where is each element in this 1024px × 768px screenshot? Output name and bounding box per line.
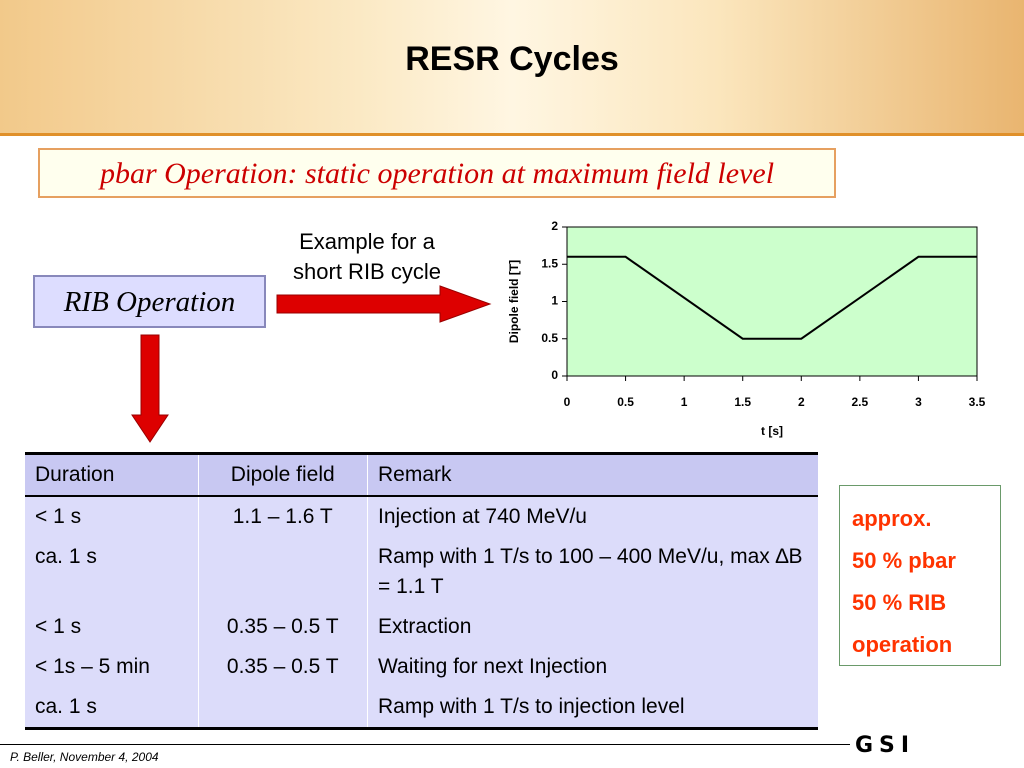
y-axis-label: Dipole field [T] — [507, 260, 521, 343]
x-tick-label: 1.5 — [734, 395, 751, 409]
table-row: ca. 1 s Ramp with 1 T/s to injection leve… — [25, 687, 818, 729]
y-tick-label: 2 — [551, 219, 558, 233]
x-tick-label: 2.5 — [852, 395, 869, 409]
table-row: < 1 s 0.35 – 0.5 T Extraction — [25, 607, 818, 647]
share-box: approx. 50 % pbar 50 % RIB operation — [839, 485, 1001, 666]
column-header: Remark — [367, 453, 818, 497]
table-row: ca. 1 s Ramp with 1 T/s to 100 – 400 MeV/… — [25, 537, 818, 607]
y-tick-label: 1 — [551, 294, 558, 308]
table-cell: < 1 s — [35, 505, 82, 528]
x-tick-label: 2 — [798, 395, 805, 409]
table-cell: 0.35 – 0.5 T — [197, 647, 368, 687]
example-note: Example for a — [299, 229, 435, 254]
cycle-line — [567, 255, 977, 340]
x-tick-label: 0.5 — [617, 395, 634, 409]
table-row: < 1 s 1.1 – 1.6 T Injection at 740 MeV/u — [25, 496, 818, 537]
table-cell: Injection at 740 MeV/u — [367, 496, 818, 537]
y-tick-label: 0.5 — [541, 331, 558, 345]
cycle-table: Duration Dipole field Remark < 1 s 1.1 – 1.6… — [25, 452, 818, 730]
x-tick-label: 3.5 — [969, 395, 986, 409]
table-cell: Ramp with 1 T/s to injection level — [367, 687, 818, 729]
table-cell: 0.35 – 0.5 T — [197, 607, 368, 647]
table-cell: Ramp with 1 T/s to 100 – 400 MeV/u, max … — [367, 537, 818, 607]
column-header: Duration — [25, 453, 199, 497]
pbar-banner: pbar Operation: static operation at maxi… — [38, 148, 836, 198]
share-line: operation — [852, 632, 953, 657]
table-cell: < 1 s — [35, 615, 82, 638]
x-tick-label: 1 — [681, 395, 688, 409]
table-cell — [197, 537, 368, 607]
slide-title: RESR Cycles — [405, 40, 619, 78]
share-line: 50 % pbar — [852, 548, 956, 573]
table-cell: < 1s – 5 min — [35, 655, 150, 678]
rib-box: RIB Operation — [33, 275, 266, 328]
column-header: Dipole field — [197, 453, 368, 497]
y-tick-label: 0 — [551, 368, 558, 382]
footer-line — [0, 744, 850, 745]
plot-area — [566, 226, 978, 377]
y-tick-label: 1.5 — [541, 256, 558, 270]
table-cell: Extraction — [367, 607, 818, 647]
table-cell: Waiting for next Injection — [367, 647, 818, 687]
table-cell: ca. 1 s — [35, 545, 97, 568]
arrow-down — [131, 334, 169, 443]
table-cell: ca. 1 s — [35, 695, 97, 718]
header-banner — [0, 0, 1024, 136]
logo: GSI — [855, 733, 916, 758]
table-row: < 1s – 5 min 0.35 – 0.5 T Waiting for next… — [25, 647, 818, 687]
x-axis-label: t [s] — [761, 424, 783, 438]
footer-author: P. Beller, November 4, 2004 — [10, 750, 159, 764]
x-tick-label: 3 — [915, 395, 922, 409]
share-line: 50 % RIB — [852, 590, 947, 615]
x-tick-label: 0 — [564, 395, 571, 409]
table-cell — [197, 687, 368, 729]
arrow-right — [276, 285, 492, 323]
share-line: approx. — [852, 506, 932, 531]
example-note: short RIB cycle — [293, 259, 441, 284]
table-cell: 1.1 – 1.6 T — [197, 496, 368, 537]
